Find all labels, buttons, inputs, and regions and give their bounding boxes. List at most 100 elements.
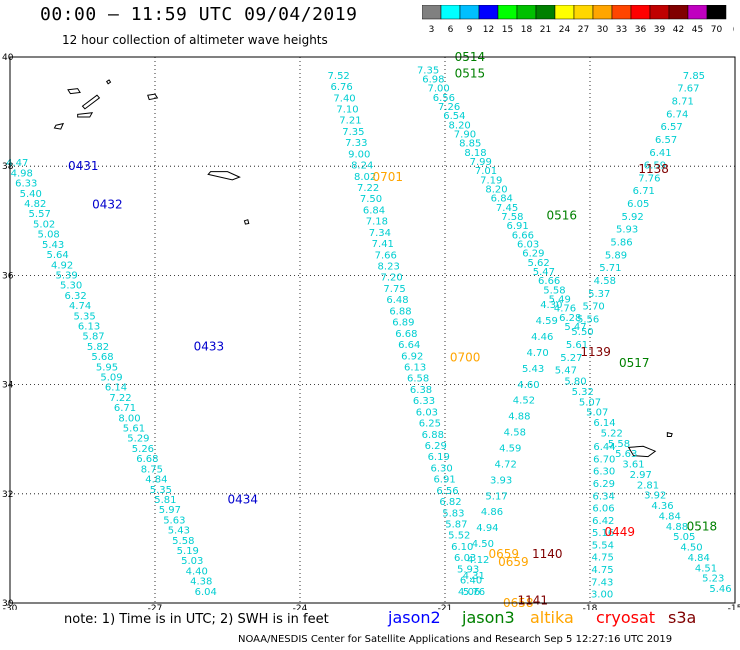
wave-height-value: 4.30 bbox=[540, 300, 562, 311]
wave-height-value: 5.95 bbox=[96, 362, 118, 373]
colorbar-label: 33 bbox=[616, 25, 627, 35]
wave-height-value: 7.18 bbox=[366, 217, 388, 228]
wave-height-value: 5.61 bbox=[566, 340, 588, 351]
y-tick-label: 34 bbox=[2, 381, 14, 391]
wave-height-value: 5.35 bbox=[150, 485, 172, 496]
wave-height-value: 6.66 bbox=[538, 276, 560, 287]
wave-height-value: 4.52 bbox=[513, 396, 535, 407]
wave-height-value: 6.57 bbox=[661, 122, 683, 133]
wave-height-value: 6.06 bbox=[592, 504, 614, 515]
wave-height-value: 6.03 bbox=[517, 240, 539, 251]
wave-height-value: 5.46 bbox=[709, 584, 731, 595]
wave-height-value: 6.89 bbox=[392, 318, 414, 329]
wave-height-value: 6.33 bbox=[413, 396, 435, 407]
wave-height-value: 7.41 bbox=[372, 239, 394, 250]
wave-height-value: 7.35 bbox=[342, 127, 364, 138]
wave-height-value: 5.50 bbox=[571, 327, 593, 338]
colorbar-label: 70 bbox=[711, 25, 723, 35]
wave-height-value: 7.52 bbox=[328, 71, 350, 82]
wave-height-value: 5.57 bbox=[29, 209, 51, 220]
wave-height-value: 5.43 bbox=[522, 364, 544, 375]
island-outline bbox=[627, 445, 657, 458]
wave-height-value: 6.88 bbox=[389, 306, 411, 317]
wave-height-value: 5.89 bbox=[605, 250, 627, 261]
wave-height-value: 6.71 bbox=[114, 403, 136, 414]
wave-height-value: 6.91 bbox=[506, 221, 528, 232]
wave-height-value: 3.93 bbox=[490, 475, 512, 486]
wave-height-value: 6.88 bbox=[422, 430, 444, 441]
wave-height-value: 5.32 bbox=[572, 387, 594, 398]
wave-height-value: 4.72 bbox=[495, 459, 517, 470]
wave-height-value: 5.71 bbox=[599, 263, 621, 274]
pass-time-label: 0517 bbox=[619, 356, 650, 370]
wave-height-value: 4.86 bbox=[481, 507, 503, 518]
wave-height-value: 7.99 bbox=[470, 157, 492, 168]
colorbar-cell bbox=[706, 5, 727, 20]
wave-height-value: 5.58 bbox=[608, 439, 630, 450]
chart-title: 00:00 – 11:59 UTC 09/04/2019 bbox=[40, 4, 358, 25]
wave-height-value: 4.74 bbox=[69, 301, 91, 312]
wave-height-value: 5.47 bbox=[533, 267, 555, 278]
wave-height-value: 5.97 bbox=[159, 505, 181, 516]
wave-height-value: 5.81 bbox=[154, 495, 176, 506]
wave-height-value: 8.71 bbox=[672, 96, 694, 107]
credit-line: NOAA/NESDIS Center for Satellite Applica… bbox=[238, 634, 673, 645]
wave-height-value: 6.34 bbox=[593, 491, 615, 502]
wave-height-value: 6.10 bbox=[451, 542, 473, 553]
wave-height-value: 5.92 bbox=[622, 212, 644, 223]
wave-height-value: 4.47 bbox=[6, 158, 28, 169]
wave-height-value: 6.13 bbox=[78, 321, 100, 332]
y-tick-label: 38 bbox=[2, 162, 14, 172]
wave-height-value: 6.30 bbox=[431, 463, 453, 474]
wave-height-value: 7.22 bbox=[109, 393, 131, 404]
wave-height-value: 4.84 bbox=[145, 475, 167, 486]
wave-height-value: 8.24 bbox=[351, 161, 373, 172]
wave-height-value: 6.76 bbox=[330, 82, 352, 93]
wave-height-value: 5.47 bbox=[564, 322, 586, 333]
wave-height-value: 4.60 bbox=[517, 380, 539, 391]
legend-jason2: jason2 bbox=[388, 608, 441, 627]
pass-time-label: 0659 bbox=[489, 547, 520, 561]
wave-height-value: 5.62 bbox=[528, 258, 550, 269]
wave-height-value: 6.40 bbox=[460, 576, 482, 587]
y-tick-label: 40 bbox=[2, 53, 14, 63]
pass-time-label: 0449 bbox=[605, 525, 636, 539]
wave-height-value: 4.58 bbox=[504, 428, 526, 439]
wave-height-value: 5.76 bbox=[463, 587, 485, 598]
wave-height-value: 4.40 bbox=[186, 566, 208, 577]
y-tick-label: 32 bbox=[2, 490, 13, 500]
wave-height-value: 4.75 bbox=[591, 565, 613, 576]
wave-height-value: 7.26 bbox=[438, 102, 460, 113]
wave-height-value: 5.09 bbox=[100, 373, 122, 384]
wave-height-value: 4.38 bbox=[190, 577, 212, 588]
wave-height-value: 7.43 bbox=[591, 577, 613, 588]
legend-s3a: s3a bbox=[668, 608, 697, 627]
wave-height-map: -30 -27 -24 -21 -18 -153032343638404.474.986.… bbox=[2, 50, 740, 610]
wave-height-value: 7.50 bbox=[360, 194, 382, 205]
wave-height-value: 5.61 bbox=[123, 424, 145, 435]
wave-height-value: 5.19 bbox=[177, 546, 199, 557]
wave-height-value: 6.38 bbox=[410, 385, 432, 396]
wave-height-value: 7.58 bbox=[501, 212, 523, 223]
wave-height-value: 5.23 bbox=[702, 574, 724, 585]
wave-height-value: 5.80 bbox=[564, 377, 586, 388]
wave-height-value: 3.61 bbox=[622, 460, 644, 471]
wave-height-value: 8.00 bbox=[118, 413, 140, 424]
wave-height-value: 8.18 bbox=[464, 148, 486, 159]
wave-height-value: 3.92 bbox=[644, 491, 666, 502]
wave-height-value: 6.33 bbox=[15, 179, 37, 190]
wave-height-value: 7.10 bbox=[336, 104, 358, 115]
wave-height-value: 6.98 bbox=[422, 75, 444, 86]
wave-height-value: 4.36 bbox=[651, 501, 673, 512]
wave-height-value: 6.04 bbox=[195, 587, 217, 598]
wave-height-value: 5.47 bbox=[555, 366, 577, 377]
x-tick-label: -24 bbox=[293, 604, 308, 610]
legend-altika: altika bbox=[530, 608, 574, 627]
island-outline bbox=[147, 93, 159, 101]
wave-height-value: 4.58 bbox=[594, 276, 616, 287]
wave-height-value: 8.20 bbox=[485, 185, 507, 196]
colorbar-label: 30 bbox=[597, 25, 609, 35]
wave-height-value: 6.92 bbox=[401, 351, 423, 362]
wave-height-value: 7.33 bbox=[345, 138, 367, 149]
